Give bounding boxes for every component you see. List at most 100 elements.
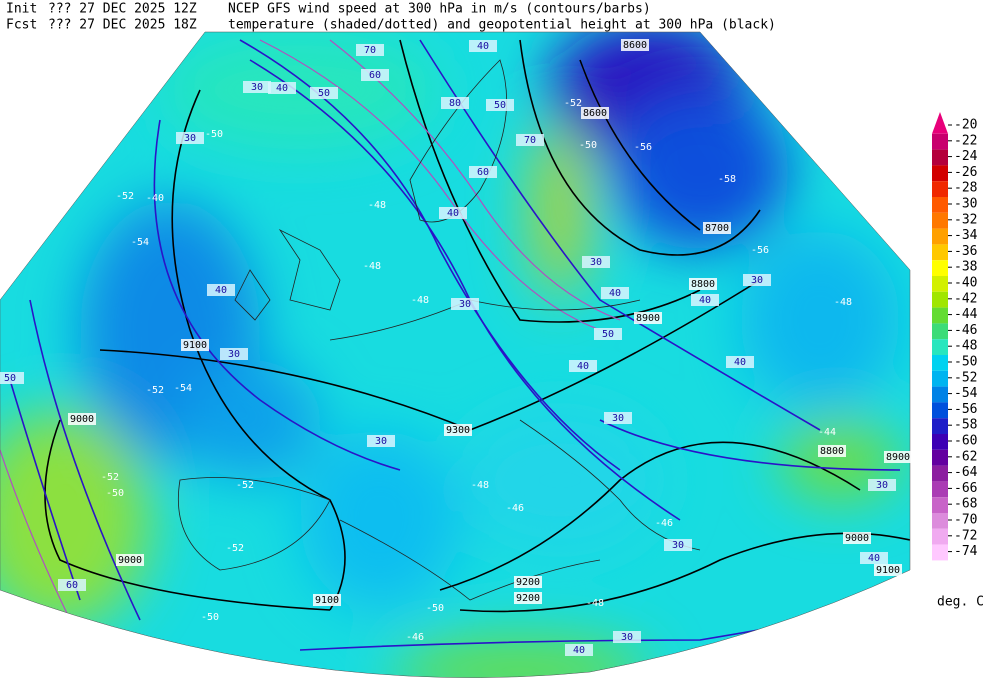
height-label: 8600 bbox=[583, 108, 607, 119]
colorbar-label: -26 bbox=[954, 165, 977, 180]
wind-label-bg bbox=[594, 328, 622, 340]
height-label-bg bbox=[818, 445, 846, 457]
wind-label: 30 bbox=[459, 299, 471, 310]
wind-label-bg bbox=[243, 81, 271, 93]
height-label-bg bbox=[703, 222, 731, 234]
colorbar-label: -60 bbox=[954, 434, 977, 449]
temperature-label: -52 bbox=[116, 191, 134, 202]
colorbar-cell bbox=[932, 291, 948, 308]
wind-label: 30 bbox=[672, 540, 684, 551]
temperature-label: -50 bbox=[205, 129, 223, 140]
temperature-label: -46 bbox=[506, 503, 524, 514]
temperature-label: -52 bbox=[146, 385, 164, 396]
wind-label: 50 bbox=[318, 88, 330, 99]
colorbar-cell bbox=[932, 497, 948, 513]
wind-label: 30 bbox=[184, 133, 196, 144]
map bbox=[0, 32, 910, 678]
fcst-kind: Fcst bbox=[6, 18, 37, 33]
wind-label: 40 bbox=[577, 361, 589, 372]
wind-label-bg bbox=[860, 552, 888, 564]
temperature-label: -50 bbox=[426, 603, 444, 614]
height-label-bg bbox=[843, 532, 871, 544]
colorbar-label: -34 bbox=[954, 228, 978, 243]
height-label-bg bbox=[884, 451, 912, 463]
colorbar-cell bbox=[932, 307, 948, 324]
wind-label: 40 bbox=[609, 288, 621, 299]
colorbar-cell bbox=[932, 402, 948, 419]
title-line2: temperature (shaded/dotted) and geopoten… bbox=[228, 18, 776, 33]
colorbar-cell bbox=[932, 513, 948, 529]
height-label-bg bbox=[634, 312, 662, 324]
colorbar-label: -44 bbox=[954, 307, 978, 322]
colorbar-label: -40 bbox=[954, 276, 977, 291]
temperature-label: -52 bbox=[236, 480, 254, 491]
wind-label: 40 bbox=[699, 295, 711, 306]
height-label-bg bbox=[514, 592, 542, 604]
wind-label-bg bbox=[361, 69, 389, 81]
colorbar-label: -22 bbox=[954, 133, 977, 148]
height-label: 9100 bbox=[876, 565, 900, 576]
height-label: 9100 bbox=[315, 595, 339, 606]
colorbar-label: -30 bbox=[954, 197, 977, 212]
temperature-label: -48 bbox=[368, 200, 386, 211]
colorbar-cell bbox=[932, 418, 948, 434]
colorbar-label: -48 bbox=[954, 339, 977, 354]
colorbar-label: -74 bbox=[954, 544, 978, 559]
colorbar-cell bbox=[932, 244, 948, 261]
colorbar-cell bbox=[932, 465, 948, 482]
temperature-label: -52 bbox=[564, 98, 582, 109]
wind-label-bg bbox=[582, 256, 610, 268]
temperature-label: -48 bbox=[471, 480, 489, 491]
fcst-time: ??? 27 DEC 2025 18Z bbox=[48, 18, 197, 33]
colorbar-label: -38 bbox=[954, 260, 977, 275]
colorbar-label: -36 bbox=[954, 244, 977, 259]
wind-label-bg bbox=[268, 82, 296, 94]
temperature-label: -58 bbox=[718, 174, 736, 185]
colorbar-cell bbox=[932, 528, 948, 545]
colorbar-cell bbox=[932, 181, 948, 197]
height-label: 8800 bbox=[691, 279, 715, 290]
temperature-label: -48 bbox=[411, 295, 429, 306]
temperature-label: -48 bbox=[586, 598, 604, 609]
colorbar-cell bbox=[932, 339, 948, 355]
temperature-label: -48 bbox=[363, 261, 381, 272]
header: Init ??? 27 DEC 2025 12Z NCEP GFS wind s… bbox=[6, 2, 776, 33]
height-label: 8600 bbox=[623, 40, 647, 51]
wind-label: 70 bbox=[524, 135, 536, 146]
wind-label: 40 bbox=[734, 357, 746, 368]
wind-label-bg bbox=[516, 134, 544, 146]
wind-label: 40 bbox=[868, 553, 880, 564]
colorbar-cell bbox=[932, 481, 948, 498]
height-label: 9000 bbox=[70, 414, 94, 425]
colorbar-cell bbox=[932, 149, 948, 166]
temperature-label: -52 bbox=[101, 472, 119, 483]
colorbar-label: -66 bbox=[954, 481, 977, 496]
colorbar-cell bbox=[932, 386, 948, 403]
wind-label: 30 bbox=[751, 275, 763, 286]
colorbar-cell bbox=[932, 133, 948, 150]
height-label: 8900 bbox=[636, 313, 660, 324]
height-label: 8800 bbox=[820, 446, 844, 457]
temperature-label: -54 bbox=[131, 237, 149, 248]
height-label-bg bbox=[874, 564, 902, 576]
height-label-bg bbox=[689, 278, 717, 290]
colorbar-cell bbox=[932, 355, 948, 371]
colorbar-label: -54 bbox=[954, 386, 978, 401]
wind-label-bg bbox=[176, 132, 204, 144]
wind-label: 40 bbox=[573, 645, 585, 656]
wind-label-bg bbox=[451, 298, 479, 310]
wind-label-bg bbox=[868, 479, 896, 491]
wind-label: 40 bbox=[447, 208, 459, 219]
wind-label-bg bbox=[613, 631, 641, 643]
height-label: 9200 bbox=[516, 577, 540, 588]
wind-label: 60 bbox=[477, 167, 489, 178]
height-label-bg bbox=[514, 576, 542, 588]
wind-label-bg bbox=[58, 579, 86, 591]
temperature-label: -56 bbox=[751, 245, 769, 256]
colorbar-label: -46 bbox=[954, 323, 977, 338]
colorbar-cell bbox=[932, 228, 948, 245]
colorbar-label: -70 bbox=[954, 513, 977, 528]
temperature-label: -44 bbox=[818, 427, 836, 438]
wind-label: 40 bbox=[215, 285, 227, 296]
